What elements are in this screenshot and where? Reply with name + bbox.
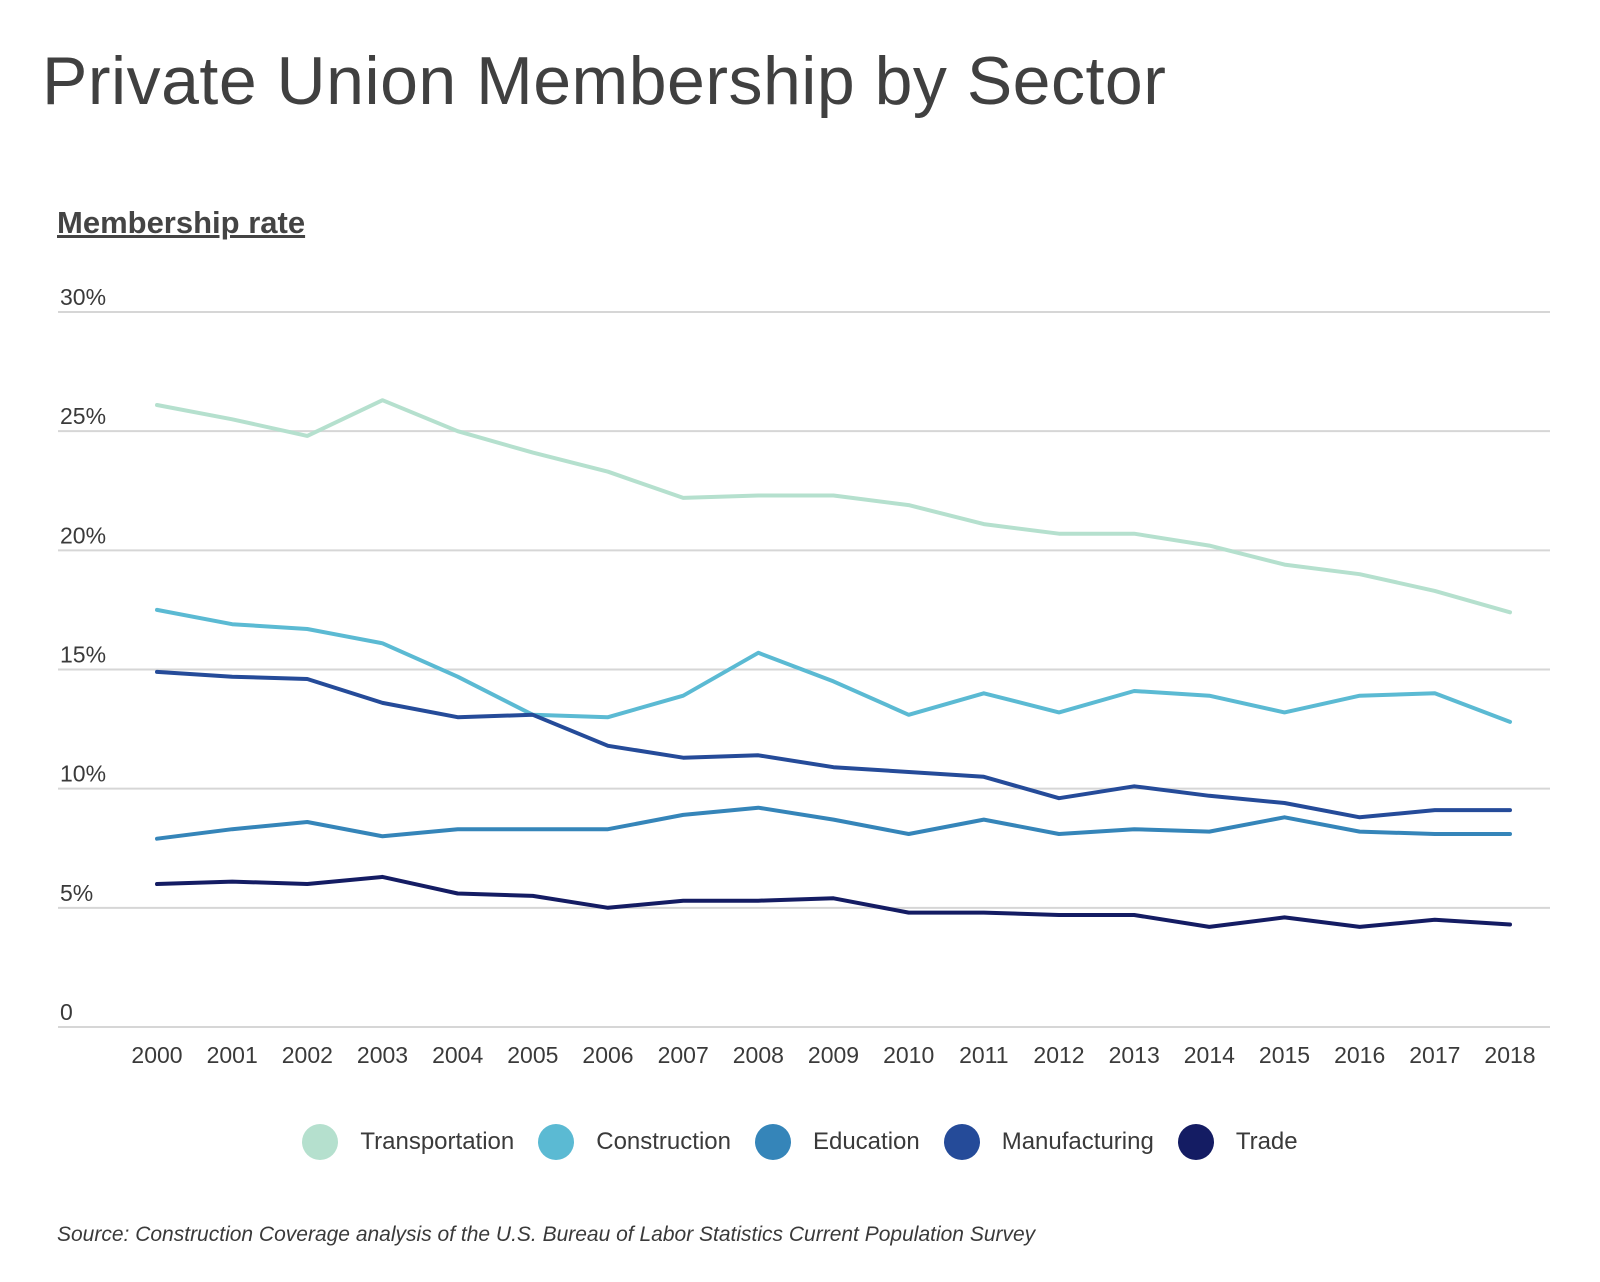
legend-swatch [302, 1124, 339, 1160]
x-tick-label: 2018 [1484, 1042, 1535, 1068]
series-line-manufacturing [155, 669, 1512, 820]
x-tick-label: 2007 [658, 1042, 709, 1068]
legend-swatch [1177, 1124, 1214, 1160]
y-tick-label: 30% [60, 284, 106, 310]
x-tick-label: 2015 [1259, 1042, 1310, 1068]
legend-swatch [538, 1124, 575, 1160]
legend-item-construction: Construction [538, 1124, 731, 1160]
x-tick-label: 2012 [1033, 1042, 1084, 1068]
page-title: Private Union Membership by Sector [42, 43, 1167, 119]
series-line-transportation [155, 398, 1512, 615]
x-tick-label: 2005 [507, 1042, 558, 1068]
y-axis-title: Membership rate [57, 205, 306, 240]
y-tick-label: 10% [60, 761, 106, 787]
legend-swatch [754, 1124, 791, 1160]
x-tick-label: 2002 [282, 1042, 333, 1068]
legend-item-manufacturing: Manufacturing [943, 1124, 1154, 1160]
series-lines [155, 398, 1512, 929]
source-note: Source: Construction Coverage analysis o… [57, 1223, 1036, 1246]
x-tick-label: 2004 [432, 1042, 483, 1068]
x-tick-label: 2001 [207, 1042, 258, 1068]
y-axis-ticks: 0 5% 10% 15% 20% 25% 30% [60, 284, 106, 1025]
legend-label: Trade [1235, 1128, 1298, 1155]
series-line-education [155, 805, 1512, 841]
legend-item-education: Education [754, 1124, 920, 1160]
y-tick-label: 20% [60, 522, 106, 548]
legend-label: Construction [596, 1128, 731, 1155]
legend-item-trade: Trade [1177, 1124, 1298, 1160]
legend-label: Education [812, 1128, 920, 1155]
series-line-trade [155, 874, 1512, 929]
legend-label: Manufacturing [1001, 1128, 1154, 1155]
y-tick-label: 5% [60, 880, 93, 906]
x-tick-label: 2008 [733, 1042, 784, 1068]
y-tick-label: 15% [60, 642, 106, 668]
x-tick-label: 2010 [883, 1042, 934, 1068]
x-tick-label: 2017 [1409, 1042, 1460, 1068]
x-tick-label: 2011 [959, 1042, 1008, 1068]
gridlines [58, 311, 1550, 1028]
x-tick-label: 2003 [357, 1042, 408, 1068]
x-axis-ticks: 2000 2001 2002 2003 2004 2005 2006 2007 2008 2009… [131, 1042, 1535, 1068]
y-tick-label: 25% [60, 403, 106, 429]
x-tick-label: 2013 [1109, 1042, 1160, 1068]
x-tick-label: 2016 [1334, 1042, 1385, 1068]
legend-label: Transportation [360, 1128, 515, 1155]
legend-item-transportation: Transportation [302, 1124, 514, 1160]
legend-swatch [943, 1124, 980, 1160]
x-tick-label: 2014 [1184, 1042, 1235, 1068]
x-tick-label: 2006 [582, 1042, 633, 1068]
x-tick-label: 2000 [131, 1042, 182, 1068]
y-tick-label: 0 [60, 999, 73, 1025]
series-line-construction [155, 607, 1512, 724]
legend: Transportation Construction Education Manuf… [0, 1124, 1600, 1160]
x-tick-label: 2009 [808, 1042, 859, 1068]
